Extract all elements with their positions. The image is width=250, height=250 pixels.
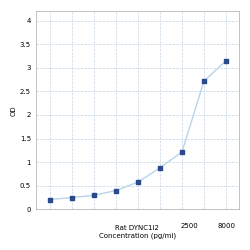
Text: 2500: 2500	[180, 223, 198, 229]
Point	[114, 188, 118, 192]
Text: 8000: 8000	[217, 223, 235, 229]
Point	[180, 150, 184, 154]
Point	[202, 79, 206, 83]
Point	[158, 166, 162, 170]
Point	[136, 180, 140, 184]
Point	[48, 198, 52, 202]
Point	[92, 193, 96, 197]
Point	[224, 59, 228, 63]
Y-axis label: OD: OD	[11, 105, 17, 116]
X-axis label: Rat DYNC1I2
Concentration (pg/ml): Rat DYNC1I2 Concentration (pg/ml)	[99, 226, 176, 239]
Point	[70, 196, 74, 200]
